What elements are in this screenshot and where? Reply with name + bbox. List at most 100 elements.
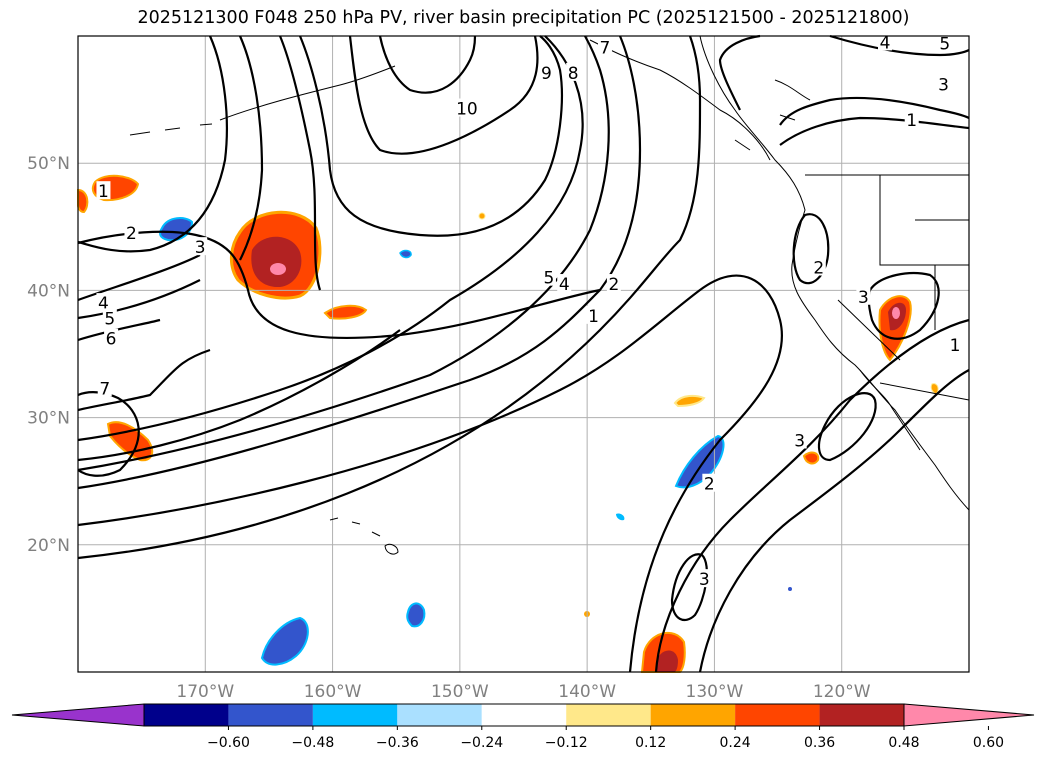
- precip-blob-positive: [802, 451, 820, 465]
- contour-label: 1: [588, 307, 599, 327]
- pv-contour: [238, 35, 264, 261]
- pv-contour: [77, 274, 783, 673]
- alaska-coastline: [589, 39, 771, 161]
- pv-contour: [654, 318, 970, 673]
- contour-label: 9: [541, 64, 552, 84]
- lat-tick-label: 50°N: [27, 154, 70, 174]
- contour-label-bg: [104, 328, 119, 347]
- contour-label: 4: [559, 275, 570, 295]
- contour-label: 5: [939, 35, 950, 55]
- colorbar-segment: [397, 704, 482, 726]
- lon-tick-label: 150°W: [431, 682, 489, 702]
- contour-label: 4: [880, 33, 891, 53]
- aleutian-islands: [129, 123, 213, 136]
- lon-tick-label: 160°W: [304, 682, 362, 702]
- precip-blob-negative: [674, 434, 725, 489]
- contour-label: 7: [99, 379, 110, 399]
- map-title: 2025121300 F048 250 hPa PV, river basin …: [137, 8, 910, 28]
- contour-label-bg: [702, 473, 717, 492]
- contour-label-bg: [566, 62, 581, 81]
- lon-tick-label: 170°W: [176, 682, 234, 702]
- contour-label-bg: [936, 74, 951, 93]
- coastlines: [129, 35, 970, 555]
- colorbar: −0.60 −0.48 −0.36 −0.24 −0.12 0.12 0.24 0.36 0.4…: [11, 703, 1035, 751]
- contour-label-bg: [856, 286, 871, 305]
- contour-label: 5: [544, 269, 555, 289]
- pv-contour: [792, 213, 830, 285]
- pv-contour: [77, 279, 201, 320]
- colorbar-segment: [228, 704, 313, 726]
- aleutian-islands: [219, 65, 396, 121]
- contour-label: 3: [858, 288, 869, 308]
- precip-blob-positive: [478, 212, 486, 220]
- pv-contour: [867, 272, 940, 340]
- pv-contour: [77, 254, 201, 302]
- contour-label: 1: [950, 336, 961, 356]
- contour-label-bg: [102, 308, 117, 327]
- contour-label-bg: [904, 109, 919, 128]
- lon-tick-label: 120°W: [813, 682, 871, 702]
- pv-contour: [77, 318, 161, 342]
- contour-label: 2: [704, 475, 715, 495]
- pv-contour: [278, 35, 322, 291]
- colorbar-extend-low: [11, 703, 145, 727]
- lon-tick-label: 140°W: [558, 682, 616, 702]
- contour-label-bg: [96, 181, 111, 200]
- pv-contour: [698, 369, 970, 673]
- latitude-tick-labels: 20°N 30°N 40°N 50°N: [27, 154, 70, 556]
- contour-label: 3: [195, 238, 206, 258]
- pv-contour: [77, 329, 401, 462]
- lat-tick-label: 20°N: [27, 536, 70, 556]
- pv-contour: [77, 35, 584, 442]
- colorbar-tick-label: 0.48: [888, 735, 919, 751]
- pv-contour: [298, 35, 563, 237]
- contour-label: 3: [699, 570, 710, 590]
- us-mexico-border: [879, 382, 970, 401]
- contour-label-bg: [541, 267, 556, 286]
- contour-label-bg: [539, 62, 554, 81]
- precip-blob-negative: [406, 602, 426, 628]
- pv-contour: [77, 35, 642, 490]
- colorbar-tick-label: 0.60: [973, 735, 1004, 751]
- pv-contour: [77, 35, 610, 472]
- state-borders: [837, 175, 969, 361]
- contour-label: 2: [608, 275, 619, 295]
- pv-contour: [348, 35, 539, 155]
- pv-contour: [77, 35, 702, 560]
- colorbar-tick-label: 0.24: [720, 735, 751, 751]
- contour-label: 7: [600, 38, 611, 58]
- colorbar-segment: [566, 704, 651, 726]
- precip-blob-core: [251, 236, 302, 288]
- precip-blob-positive: [323, 304, 368, 320]
- pv-contours: [77, 34, 970, 673]
- contour-label-bg: [96, 293, 111, 312]
- colorbar-tick-label: −0.36: [376, 735, 419, 751]
- colorbar-frame: [143, 703, 905, 727]
- lat-tick-label: 30°N: [27, 409, 70, 429]
- contour-label-bg: [947, 335, 962, 354]
- contour-label-bg: [937, 33, 952, 52]
- colorbar-extend-high: [903, 703, 1035, 727]
- colorbar-tick-label: −0.48: [291, 735, 334, 751]
- colorbar-segment: [650, 704, 736, 726]
- lat-tick-label: 40°N: [27, 281, 70, 301]
- colorbar-tick-label: −0.24: [460, 735, 503, 751]
- contour-label: 5: [104, 309, 115, 329]
- map-frame: [77, 35, 970, 673]
- contour-label: 10: [456, 100, 478, 120]
- colorbar-tick-label: 0.12: [635, 735, 666, 751]
- contour-label-bg: [597, 37, 612, 56]
- precip-blob-peak: [270, 263, 286, 275]
- contour-label-bg: [877, 32, 892, 51]
- precip-blob-positive: [77, 188, 89, 214]
- colorbar-segment: [312, 704, 398, 726]
- colorbar-segment: [144, 704, 229, 726]
- contour-label-bg: [193, 237, 208, 256]
- pv-contour: [829, 34, 970, 57]
- pv-contour: [77, 35, 228, 253]
- contour-label-bg: [455, 98, 479, 117]
- contour-label: 8: [568, 64, 579, 84]
- colorbar-segment: [735, 704, 820, 726]
